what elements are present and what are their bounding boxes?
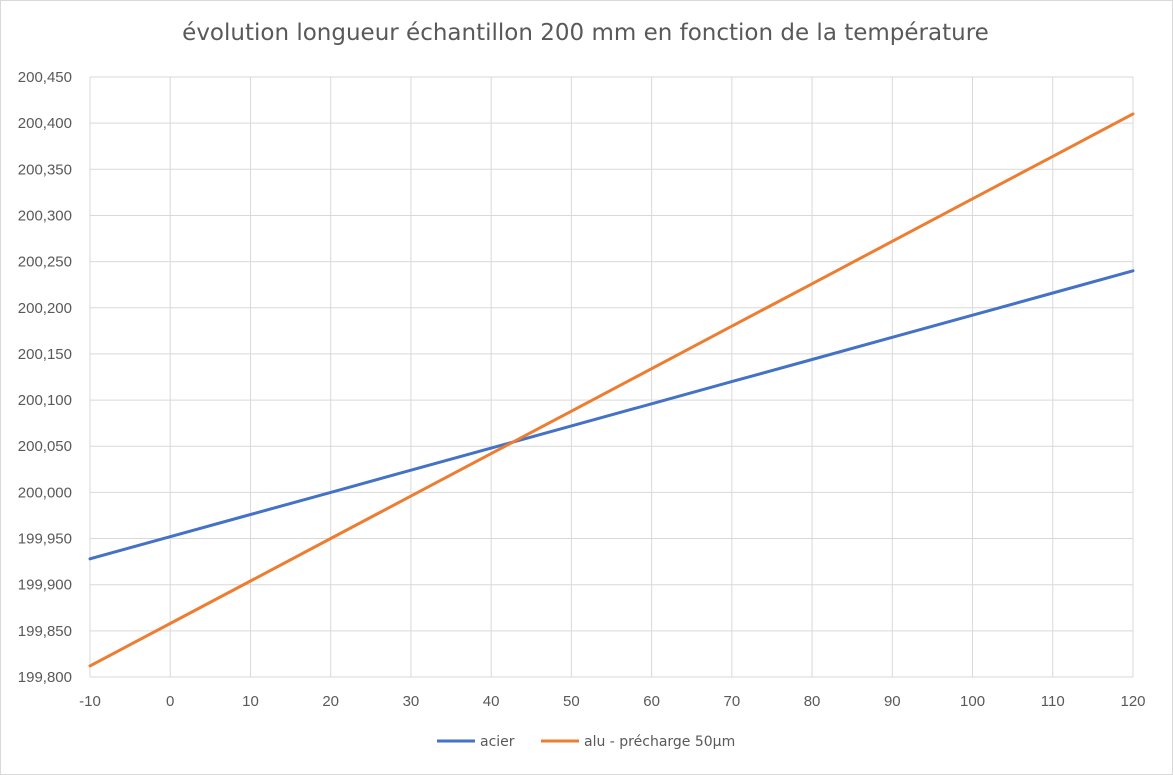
series-lines xyxy=(88,112,1135,668)
y-tick-label: 200,100 xyxy=(18,392,72,409)
y-tick-label: 200,300 xyxy=(18,207,72,224)
series-line-acier xyxy=(88,269,1135,561)
y-tick-label: 199,950 xyxy=(18,531,72,548)
x-tick-label: 20 xyxy=(322,693,339,710)
series-line-alu xyxy=(88,112,1135,668)
x-tick-label: 30 xyxy=(403,693,420,710)
x-tick-label: 50 xyxy=(563,693,580,710)
legend-label: acier xyxy=(480,734,515,750)
y-tick-label: 200,400 xyxy=(18,115,72,132)
x-tick-label: 110 xyxy=(1041,693,1065,710)
y-tick-label: 200,250 xyxy=(18,254,72,271)
y-axis-ticks: 199,800 199,850 199,900 199,950 200,000 200,0… xyxy=(18,69,72,686)
x-tick-label: 100 xyxy=(960,693,985,710)
y-tick-label: 200,200 xyxy=(18,300,72,317)
x-tick-label: 10 xyxy=(242,693,259,710)
y-tick-label: 200,150 xyxy=(18,346,72,363)
x-axis-ticks: -10 0 10 20 30 40 50 60 70 80 90 100 110 120 xyxy=(79,693,1145,710)
x-tick-label: 120 xyxy=(1120,693,1145,710)
y-tick-label: 199,850 xyxy=(18,623,72,640)
y-tick-label: 200,050 xyxy=(18,438,72,455)
y-tick-label: 199,800 xyxy=(18,669,72,686)
y-tick-label: 200,000 xyxy=(18,484,72,501)
x-tick-label: 40 xyxy=(483,693,500,710)
chart-title: évolution longueur échantillon 200 mm en… xyxy=(182,20,989,46)
x-tick-label: 80 xyxy=(804,693,821,710)
x-tick-label: 60 xyxy=(643,693,660,710)
x-tick-label: -10 xyxy=(79,693,101,710)
legend-label: alu - précharge 50µm xyxy=(584,734,735,750)
y-tick-label: 200,450 xyxy=(18,69,72,86)
legend: acier alu - précharge 50µm xyxy=(437,734,735,750)
gridlines xyxy=(89,76,1134,678)
x-tick-label: 0 xyxy=(166,693,174,710)
y-tick-label: 200,350 xyxy=(18,161,72,178)
x-tick-label: 90 xyxy=(884,693,901,710)
y-tick-label: 199,900 xyxy=(18,577,72,594)
x-tick-label: 70 xyxy=(724,693,741,710)
